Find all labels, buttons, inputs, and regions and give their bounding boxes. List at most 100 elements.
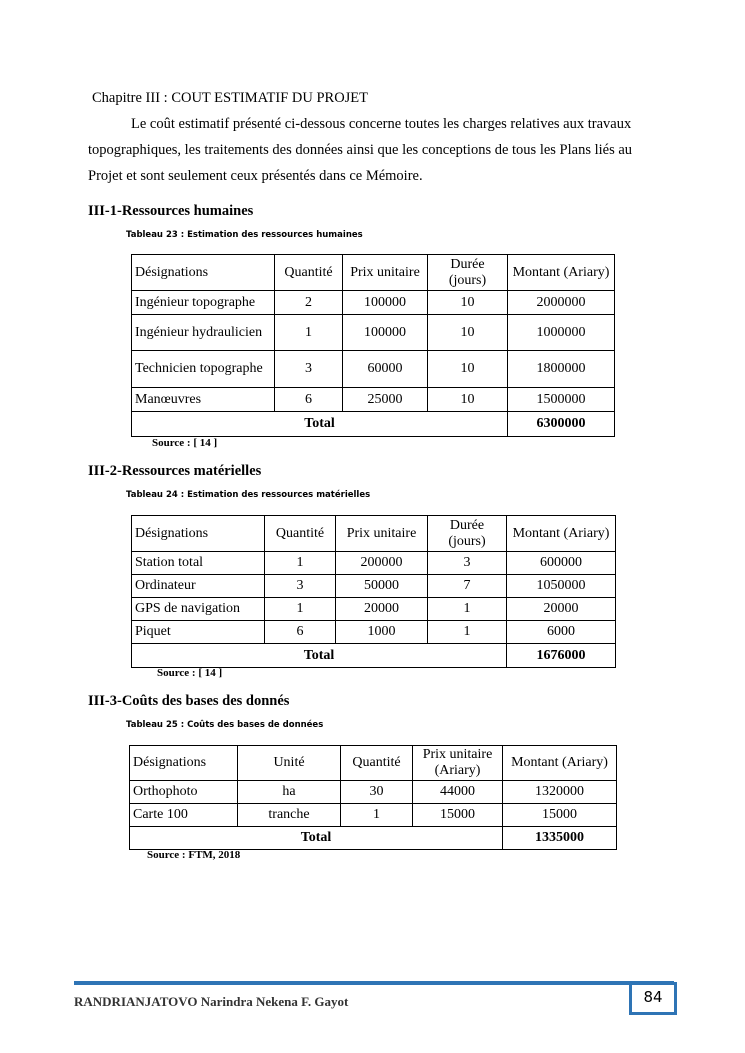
table-caption-24: Tableau 24 : Estimation des ressources m…: [126, 490, 371, 500]
table-cell: Technicien topographe: [131, 350, 275, 388]
table-row: Manœuvres 6 25000 10 1500000: [131, 387, 615, 412]
table-row: Technicien topographe 3 60000 10 1800000: [131, 350, 615, 388]
table-cell: 6: [274, 387, 343, 412]
total-label: Total: [131, 411, 508, 437]
table-cell: GPS de navigation: [131, 597, 265, 621]
table-cell: 2000000: [507, 290, 615, 315]
table-cell: tranche: [237, 803, 341, 827]
table-cell: 1: [274, 314, 343, 351]
table-cell: 6: [264, 620, 336, 644]
table-cell: 1320000: [502, 780, 617, 804]
table-row: Carte 100 tranche 1 15000 15000: [129, 803, 617, 827]
table-cell: Carte 100: [129, 803, 238, 827]
table-header-row: Désignations Quantité Prix unitaire Durée (…: [131, 515, 616, 552]
table-row: Ingénieur topographe 2 100000 10 2000000: [131, 290, 615, 315]
table-cell: 2: [274, 290, 343, 315]
chapter-title: Chapitre III : COUT ESTIMATIF DU PROJET: [92, 90, 369, 106]
intro-line-3: Projet et sont seulement ceux présentés …: [88, 168, 423, 184]
column-header: Prix unitaire: [335, 515, 428, 552]
total-label: Total: [131, 643, 507, 668]
table-cell: 30: [340, 780, 413, 804]
total-value: 1676000: [506, 643, 616, 668]
table-row: GPS de navigation 1 20000 1 20000: [131, 597, 616, 621]
table-row: Ordinateur 3 50000 7 1050000: [131, 574, 616, 598]
column-header: Prix unitaire: [342, 254, 428, 291]
table-header-row: Désignations Quantité Prix unitaire Durée (…: [131, 254, 615, 291]
column-header: Montant (Ariary): [506, 515, 616, 552]
total-label: Total: [129, 826, 503, 850]
table-cell: Manœuvres: [131, 387, 275, 412]
table-cell: 7: [427, 574, 507, 598]
column-header: Durée (jours): [427, 254, 508, 291]
page-number: 84: [629, 982, 677, 1015]
table-cell: 1000: [335, 620, 428, 644]
table-cell: 10: [427, 290, 508, 315]
column-header: Quantité: [274, 254, 343, 291]
table-row: Station total 1 200000 3 600000: [131, 551, 616, 575]
table-cell: 1800000: [507, 350, 615, 388]
table-caption-25: Tableau 25 : Coûts des bases de données: [126, 720, 324, 730]
column-header: Quantité: [340, 745, 413, 781]
table-cell: Ordinateur: [131, 574, 265, 598]
table-cell: 100000: [342, 290, 428, 315]
table-cell: ha: [237, 780, 341, 804]
intro-line-1: Le coût estimatif présenté ci-dessous co…: [131, 116, 632, 132]
column-header: Prix unitaire (Ariary): [412, 745, 503, 781]
table-cell: 1: [427, 620, 507, 644]
table-cell: 1: [264, 551, 336, 575]
table-cell: 100000: [342, 314, 428, 351]
table-cell: 10: [427, 350, 508, 388]
table-cell: 600000: [506, 551, 616, 575]
table-cell: 1: [427, 597, 507, 621]
table-cell: 60000: [342, 350, 428, 388]
column-header: Quantité: [264, 515, 336, 552]
table-cell: 3: [274, 350, 343, 388]
footer-author: RANDRIANJATOVO Narindra Nekena F. Gayot: [74, 994, 349, 1009]
table-cell: 20000: [335, 597, 428, 621]
table-cell: 1: [340, 803, 413, 827]
table-cell: Station total: [131, 551, 265, 575]
table-cell: Piquet: [131, 620, 265, 644]
table-cell: 20000: [506, 597, 616, 621]
table-source-24: Source : [ 14 ]: [157, 667, 223, 679]
section-heading-2: III-2-Ressources matérielles: [88, 463, 262, 479]
table-header-row: Désignations Unité Quantité Prix unitaire (…: [129, 745, 617, 781]
table-total-row: Total 6300000: [131, 411, 615, 437]
column-header: Désignations: [131, 254, 275, 291]
table-cell: 6000: [506, 620, 616, 644]
intro-line-2: topographiques, les traitements des donn…: [88, 142, 633, 158]
table-caption-23: Tableau 23 : Estimation des ressources h…: [126, 230, 363, 240]
section-heading-1: III-1-Ressources humaines: [88, 203, 254, 219]
table-cell: 44000: [412, 780, 503, 804]
table-database-costs: Désignations Unité Quantité Prix unitaire (…: [129, 745, 617, 850]
table-cell: 1050000: [506, 574, 616, 598]
table-cell: 15000: [412, 803, 503, 827]
section-heading-3: III-3-Coûts des bases des donnés: [88, 693, 290, 709]
table-total-row: Total 1335000: [129, 826, 617, 850]
column-header: Durée (jours): [427, 515, 507, 552]
column-header: Montant (Ariary): [507, 254, 615, 291]
total-value: 6300000: [507, 411, 615, 437]
table-total-row: Total 1676000: [131, 643, 616, 668]
table-cell: 10: [427, 387, 508, 412]
table-cell: 25000: [342, 387, 428, 412]
total-value: 1335000: [502, 826, 617, 850]
column-header: Désignations: [129, 745, 238, 781]
table-cell: 1000000: [507, 314, 615, 351]
table-source-23: Source : [ 14 ]: [152, 437, 218, 449]
column-header: Unité: [237, 745, 341, 781]
table-cell: Ingénieur hydraulicien: [131, 314, 275, 351]
table-row: Piquet 6 1000 1 6000: [131, 620, 616, 644]
table-source-25: Source : FTM, 2018: [147, 849, 241, 861]
table-cell: 50000: [335, 574, 428, 598]
column-header: Désignations: [131, 515, 265, 552]
table-row: Ingénieur hydraulicien 1 100000 10 1000000: [131, 314, 615, 351]
table-cell: 1: [264, 597, 336, 621]
table-cell: 200000: [335, 551, 428, 575]
table-cell: 1500000: [507, 387, 615, 412]
table-cell: Ingénieur topographe: [131, 290, 275, 315]
table-material-resources: Désignations Quantité Prix unitaire Durée (…: [131, 515, 616, 668]
table-cell: 15000: [502, 803, 617, 827]
table-human-resources: Désignations Quantité Prix unitaire Durée (…: [131, 254, 615, 437]
